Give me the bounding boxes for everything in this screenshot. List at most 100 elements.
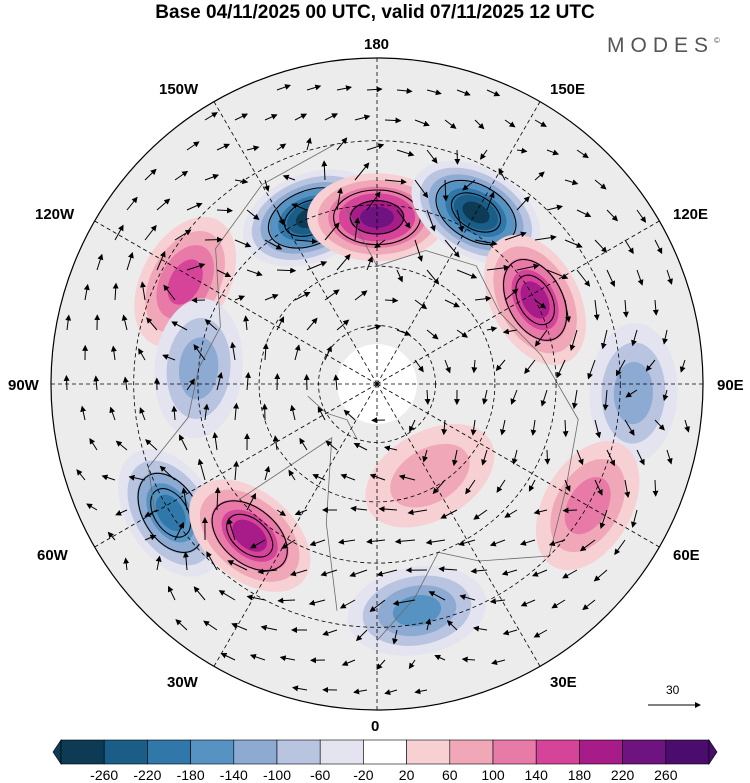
colorbar-tick-label: 60	[442, 767, 458, 783]
wind-vector	[144, 534, 157, 541]
wind-vector	[456, 89, 471, 96]
wind-vector	[582, 599, 596, 611]
wind-vector	[461, 656, 476, 663]
wind-vector	[576, 449, 584, 466]
anomaly-contour	[360, 206, 394, 228]
wind-vector	[126, 196, 138, 211]
wind-vector	[679, 359, 686, 373]
wind-vector	[366, 256, 374, 271]
wind-vector	[593, 299, 600, 321]
wind-vector	[392, 599, 416, 606]
wind-vector	[408, 659, 416, 670]
wind-vector	[204, 236, 223, 243]
wind-vector	[245, 371, 251, 391]
wind-vector	[486, 89, 501, 97]
wind-vector	[109, 406, 116, 421]
wind-vector	[571, 389, 578, 410]
colorbar-segment	[492, 739, 537, 765]
wind-vector	[546, 269, 569, 280]
wind-vector	[414, 119, 430, 127]
wind-vector	[321, 160, 328, 181]
wind-vector	[264, 293, 279, 301]
wind-vector	[349, 569, 368, 578]
wind-vector	[294, 113, 308, 121]
wind-vector	[472, 625, 488, 632]
wind-vector	[516, 263, 540, 271]
wind-vector	[569, 329, 578, 351]
wind-vector	[636, 269, 644, 286]
wind-vector	[414, 179, 429, 199]
height-contour	[211, 500, 288, 572]
colorbar	[52, 739, 718, 765]
wind-vector	[317, 406, 326, 421]
wind-vector	[112, 282, 119, 301]
wind-vector	[502, 328, 518, 335]
wind-vector	[383, 445, 398, 452]
lon-label-120w: 120W	[35, 206, 75, 223]
wind-vector	[80, 405, 87, 421]
wind-vector	[544, 449, 551, 465]
colorbar-segment	[103, 739, 148, 765]
wind-vector	[615, 359, 626, 377]
lon-label-60w: 60W	[37, 547, 68, 564]
wind-vector	[101, 474, 116, 481]
wind-vector	[594, 179, 607, 190]
wind-vector	[499, 419, 506, 436]
wind-vector	[203, 403, 210, 421]
wind-vector	[182, 551, 189, 571]
wind-vector	[530, 419, 537, 436]
wind-vector	[424, 389, 431, 405]
wind-vector	[441, 419, 448, 436]
wind-vector	[179, 434, 188, 451]
wind-vector	[339, 599, 356, 609]
anomaly-contour	[167, 259, 203, 305]
map-border	[50, 57, 704, 711]
wind-vector	[624, 419, 635, 436]
colorbar-segment	[147, 739, 191, 765]
colorbar-segment	[665, 739, 710, 765]
lon-label-30w: 30W	[167, 674, 198, 691]
wind-vector	[264, 239, 283, 250]
wind-vector	[353, 688, 368, 695]
wind-vector	[324, 289, 340, 301]
wind-vector	[107, 531, 116, 541]
wind-vector	[216, 207, 233, 214]
wind-vector	[234, 113, 248, 121]
wind-vector	[354, 114, 371, 121]
wind-vector	[216, 269, 232, 277]
wind-vector	[156, 198, 171, 211]
wind-vector	[336, 319, 350, 331]
wind-vector	[482, 389, 488, 405]
wind-vector	[204, 319, 218, 331]
lon-label-150e: 150E	[550, 81, 586, 98]
wind-vector	[144, 224, 157, 241]
wind-vector	[579, 539, 596, 552]
wind-vector	[654, 239, 663, 255]
wind-vector	[174, 170, 189, 181]
wind-vector	[666, 449, 673, 465]
wind-vector	[534, 119, 547, 127]
wind-vector	[504, 119, 516, 128]
wind-vector	[162, 354, 176, 361]
wind-vector	[369, 599, 386, 613]
wind-vector	[146, 317, 158, 331]
wind-vector	[262, 343, 269, 361]
wind-vector	[593, 569, 608, 582]
wind-vector	[186, 263, 206, 271]
wind-vector	[197, 458, 206, 481]
wind-vector	[243, 315, 250, 331]
wind-vector	[440, 509, 458, 519]
colorbar-high-arrow	[708, 739, 718, 765]
meridian	[69, 383, 378, 563]
wind-vector	[534, 329, 548, 347]
wind-vector	[414, 688, 428, 695]
wind-vector	[230, 341, 236, 361]
wind-vector	[306, 317, 318, 331]
wind-vector	[470, 419, 477, 436]
wind-vector	[426, 149, 438, 164]
meridian	[69, 205, 378, 385]
lon-label-120e: 120E	[673, 206, 709, 223]
brand-name: MODES	[607, 34, 715, 57]
wind-vector	[171, 405, 178, 421]
wind-vector	[425, 618, 432, 631]
